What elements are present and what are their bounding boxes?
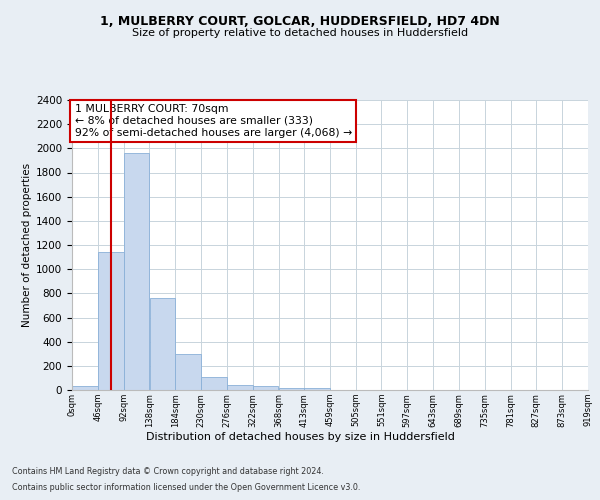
Text: Contains public sector information licensed under the Open Government Licence v3: Contains public sector information licen… bbox=[12, 482, 361, 492]
Text: Contains HM Land Registry data © Crown copyright and database right 2024.: Contains HM Land Registry data © Crown c… bbox=[12, 468, 324, 476]
Y-axis label: Number of detached properties: Number of detached properties bbox=[22, 163, 32, 327]
Bar bbox=[124, 153, 149, 390]
Text: Size of property relative to detached houses in Huddersfield: Size of property relative to detached ho… bbox=[132, 28, 468, 38]
Bar bbox=[175, 354, 201, 390]
Bar bbox=[149, 298, 175, 390]
Text: 1 MULBERRY COURT: 70sqm
← 8% of detached houses are smaller (333)
92% of semi-de: 1 MULBERRY COURT: 70sqm ← 8% of detached… bbox=[74, 104, 352, 138]
Text: 1, MULBERRY COURT, GOLCAR, HUDDERSFIELD, HD7 4DN: 1, MULBERRY COURT, GOLCAR, HUDDERSFIELD,… bbox=[100, 15, 500, 28]
Bar bbox=[72, 386, 98, 390]
Bar bbox=[279, 388, 304, 390]
Bar bbox=[98, 252, 124, 390]
Bar bbox=[227, 385, 253, 390]
Bar bbox=[304, 388, 329, 390]
Bar bbox=[253, 386, 278, 390]
Bar bbox=[201, 378, 227, 390]
Text: Distribution of detached houses by size in Huddersfield: Distribution of detached houses by size … bbox=[146, 432, 454, 442]
